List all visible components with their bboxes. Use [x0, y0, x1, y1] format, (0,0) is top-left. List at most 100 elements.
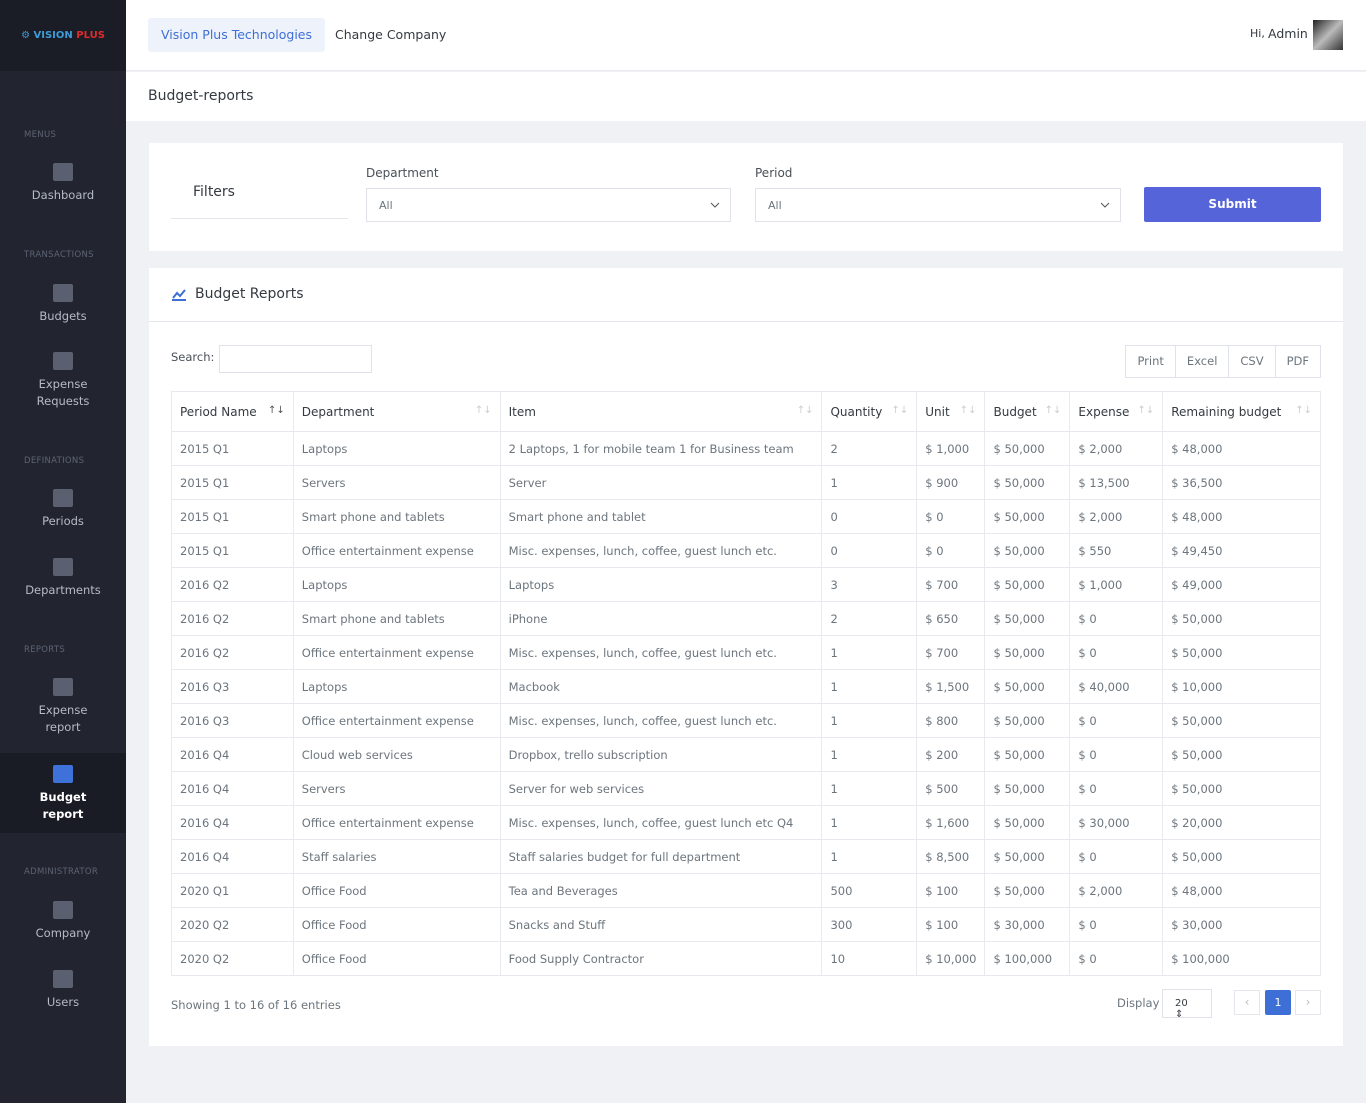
table-cell: $ 0 — [1069, 737, 1164, 772]
table-cell: $ 1,000 — [1069, 567, 1164, 602]
column-header[interactable]: Remaining budget ↑↓ — [1162, 391, 1321, 432]
prev-page[interactable]: ‹ — [1234, 990, 1260, 1015]
table-cell: Office entertainment expense — [292, 805, 501, 840]
table-cell: 0 — [821, 533, 918, 568]
nav-item[interactable]: Dashboard — [0, 163, 126, 204]
export-button[interactable]: Excel — [1174, 345, 1230, 378]
table-cell: iPhone — [499, 601, 823, 636]
nav-label: Users — [46, 995, 80, 1009]
avatar[interactable] — [1313, 20, 1343, 50]
nav-label: Expense report — [38, 703, 88, 734]
table-cell: 1 — [821, 635, 918, 670]
nav-item[interactable]: Users — [0, 970, 126, 1011]
table-cell: $ 48,000 — [1162, 499, 1321, 534]
column-header[interactable]: Period Name ↑↓ — [171, 391, 294, 432]
table-cell: $ 50,000 — [984, 669, 1071, 704]
nav-item[interactable]: Expense Requests — [0, 352, 126, 410]
nav-item[interactable]: Departments — [0, 558, 126, 599]
table-cell: $ 50,000 — [1162, 635, 1321, 670]
table-row: 2015 Q1 Laptops 2 Laptops, 1 for mobile te… — [171, 431, 1321, 466]
export-button[interactable]: PDF — [1274, 345, 1321, 378]
section-title: ADMINISTRATOR — [24, 867, 99, 877]
nav-icon — [53, 163, 73, 181]
table-cell: 1 — [821, 465, 918, 500]
page-size-select[interactable]: 20 ⇕ — [1162, 989, 1212, 1020]
sort-icon: ↑↓ — [474, 404, 492, 416]
nav-item[interactable]: Budgets — [0, 284, 126, 325]
table-cell: $ 2,000 — [1069, 499, 1164, 534]
period-select[interactable]: All — [755, 188, 1121, 222]
change-company[interactable]: Change Company — [335, 27, 447, 42]
table-cell: 2016 Q2 — [171, 635, 294, 670]
logo[interactable]: ⚙ VISION PLUS — [0, 0, 126, 71]
next-page[interactable]: › — [1295, 990, 1321, 1015]
table-cell: Office Food — [292, 907, 501, 942]
column-header[interactable]: Expense ↑↓ — [1069, 391, 1164, 432]
chevron — [1100, 202, 1110, 208]
table-cell: $ 49,450 — [1162, 533, 1321, 568]
table-cell: 2020 Q1 — [171, 873, 294, 908]
table-cell: Misc. expenses, lunch, coffee, guest lun… — [499, 805, 823, 840]
nav-item[interactable]: Expense report — [0, 678, 126, 736]
export-button[interactable]: Print — [1125, 345, 1176, 378]
nav-label: Company — [35, 926, 91, 940]
search-input[interactable] — [219, 345, 372, 373]
table-cell: $ 50,000 — [984, 465, 1071, 500]
table-row: 2016 Q4 Servers Server for web services 1 $ … — [171, 771, 1321, 806]
company-tab[interactable]: Vision Plus Technologies — [148, 18, 325, 52]
submit-button[interactable]: Submit — [1144, 187, 1321, 222]
table-cell: $ 50,000 — [984, 737, 1071, 772]
search-label: Search: — [171, 350, 215, 364]
table-cell: Staff salaries — [292, 839, 501, 874]
table-cell: $ 0 — [1069, 703, 1164, 738]
export-button[interactable]: CSV — [1228, 345, 1276, 378]
field-label: Department — [366, 166, 439, 180]
column-header[interactable]: Quantity ↑↓ — [821, 391, 918, 432]
sort-icon: ↑↓ — [1295, 404, 1312, 416]
header-text: Unit — [925, 404, 950, 419]
column-header[interactable]: Unit ↑↓ — [916, 391, 986, 432]
table-cell: $ 1,600 — [916, 805, 986, 840]
table-cell: $ 50,000 — [984, 431, 1071, 466]
table-row: 2016 Q3 Office entertainment expense Misc.… — [171, 703, 1321, 738]
table-cell: 1 — [821, 737, 918, 772]
sort-icon: ↑↓ — [268, 404, 285, 416]
section-title: TRANSACTIONS — [24, 250, 94, 260]
table-cell: Misc. expenses, lunch, coffee, guest lun… — [499, 533, 823, 568]
field-label: Period — [755, 166, 793, 180]
filters-card: Filters Department All Period All Submit — [149, 143, 1343, 251]
table-cell: $ 550 — [1069, 533, 1164, 568]
table-cell: $ 0 — [1069, 839, 1164, 874]
table-cell: $ 50,000 — [1162, 839, 1321, 874]
table-cell: $ 30,000 — [984, 907, 1071, 942]
table-cell: $ 200 — [916, 737, 986, 772]
column-header[interactable]: Department ↑↓ — [292, 391, 501, 432]
header-text: Department — [301, 404, 375, 419]
department-select[interactable]: All — [366, 188, 731, 222]
table-cell: $ 30,000 — [1162, 907, 1321, 942]
table-cell: 2016 Q4 — [171, 771, 294, 806]
nav-item[interactable]: Company — [0, 901, 126, 942]
column-header[interactable]: Item ↑↓ — [499, 391, 823, 432]
table-cell: $ 30,000 — [1069, 805, 1164, 840]
nav-item[interactable]: Budget report — [0, 753, 126, 833]
user-name[interactable]: Admin — [1268, 26, 1308, 41]
table-cell: Office entertainment expense — [292, 533, 501, 568]
table-cell: $ 13,500 — [1069, 465, 1164, 500]
table-cell: 2016 Q4 — [171, 805, 294, 840]
table-cell: $ 48,000 — [1162, 873, 1321, 908]
table-cell: 2016 Q3 — [171, 669, 294, 704]
table-cell: $ 50,000 — [984, 499, 1071, 534]
sort-icon: ↑↓ — [891, 404, 909, 416]
table-cell: $ 50,000 — [984, 601, 1071, 636]
header-text: Quantity — [830, 404, 883, 419]
table-cell: $ 50,000 — [984, 873, 1071, 908]
table-cell: $ 50,000 — [1162, 601, 1321, 636]
table-cell: Smart phone and tablets — [292, 499, 501, 534]
export-buttons: Print Excel CSV PDF — [1125, 345, 1321, 378]
column-header[interactable]: Budget ↑↓ — [984, 391, 1071, 432]
logo-text: PLUS — [76, 30, 105, 41]
table-cell: $ 50,000 — [984, 533, 1071, 568]
current-page[interactable]: 1 — [1265, 990, 1291, 1015]
nav-item[interactable]: Periods — [0, 489, 126, 530]
